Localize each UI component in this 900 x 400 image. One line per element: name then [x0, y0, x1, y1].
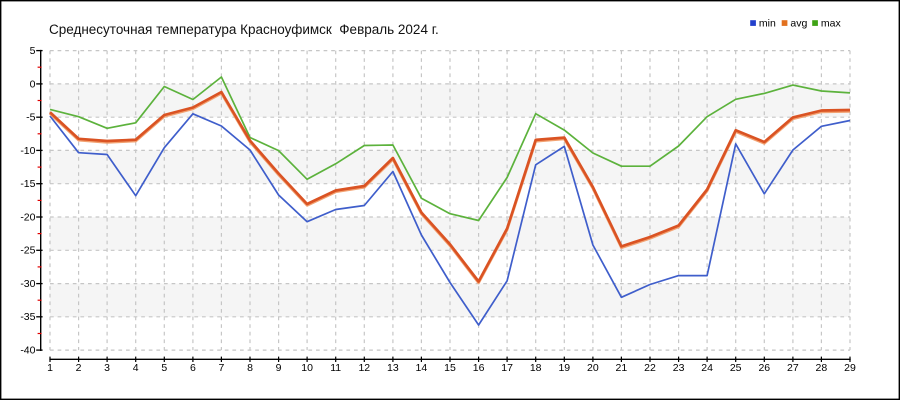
svg-text:-20: -20: [20, 211, 35, 223]
svg-text:max: max: [821, 18, 842, 30]
svg-text:1: 1: [47, 362, 53, 374]
svg-text:10: 10: [301, 362, 313, 374]
svg-text:2: 2: [76, 362, 82, 374]
svg-text:17: 17: [501, 362, 513, 374]
svg-text:3: 3: [104, 362, 110, 374]
svg-text:23: 23: [673, 362, 685, 374]
svg-text:9: 9: [276, 362, 282, 374]
svg-text:-40: -40: [20, 345, 35, 357]
svg-text:28: 28: [816, 362, 828, 374]
svg-text:5: 5: [30, 45, 36, 57]
svg-text:8: 8: [247, 362, 253, 374]
svg-text:16: 16: [473, 362, 485, 374]
svg-text:-15: -15: [20, 178, 35, 190]
svg-text:min: min: [759, 18, 776, 30]
svg-text:-25: -25: [20, 245, 35, 257]
svg-text:27: 27: [787, 362, 799, 374]
svg-text:-35: -35: [20, 311, 35, 323]
svg-text:13: 13: [387, 362, 399, 374]
svg-text:26: 26: [758, 362, 770, 374]
svg-text:-10: -10: [20, 145, 35, 157]
svg-text:6: 6: [190, 362, 196, 374]
svg-text:22: 22: [644, 362, 656, 374]
svg-text:25: 25: [730, 362, 742, 374]
svg-text:-30: -30: [20, 278, 35, 290]
svg-text:-5: -5: [26, 112, 35, 124]
svg-text:Среднесуточная температура Кра: Среднесуточная температура Красноуфимск …: [49, 22, 439, 37]
svg-text:11: 11: [330, 362, 341, 374]
svg-text:21: 21: [616, 362, 628, 374]
svg-text:15: 15: [444, 362, 456, 374]
svg-text:0: 0: [30, 78, 36, 90]
svg-text:4: 4: [133, 362, 139, 374]
svg-text:20: 20: [587, 362, 599, 374]
svg-text:avg: avg: [790, 18, 807, 30]
svg-text:5: 5: [161, 362, 167, 374]
svg-text:12: 12: [358, 362, 370, 374]
svg-text:19: 19: [558, 362, 570, 374]
svg-text:24: 24: [701, 362, 713, 374]
svg-text:14: 14: [416, 362, 428, 374]
svg-text:29: 29: [844, 362, 856, 374]
svg-text:18: 18: [530, 362, 542, 374]
svg-text:7: 7: [218, 362, 224, 374]
